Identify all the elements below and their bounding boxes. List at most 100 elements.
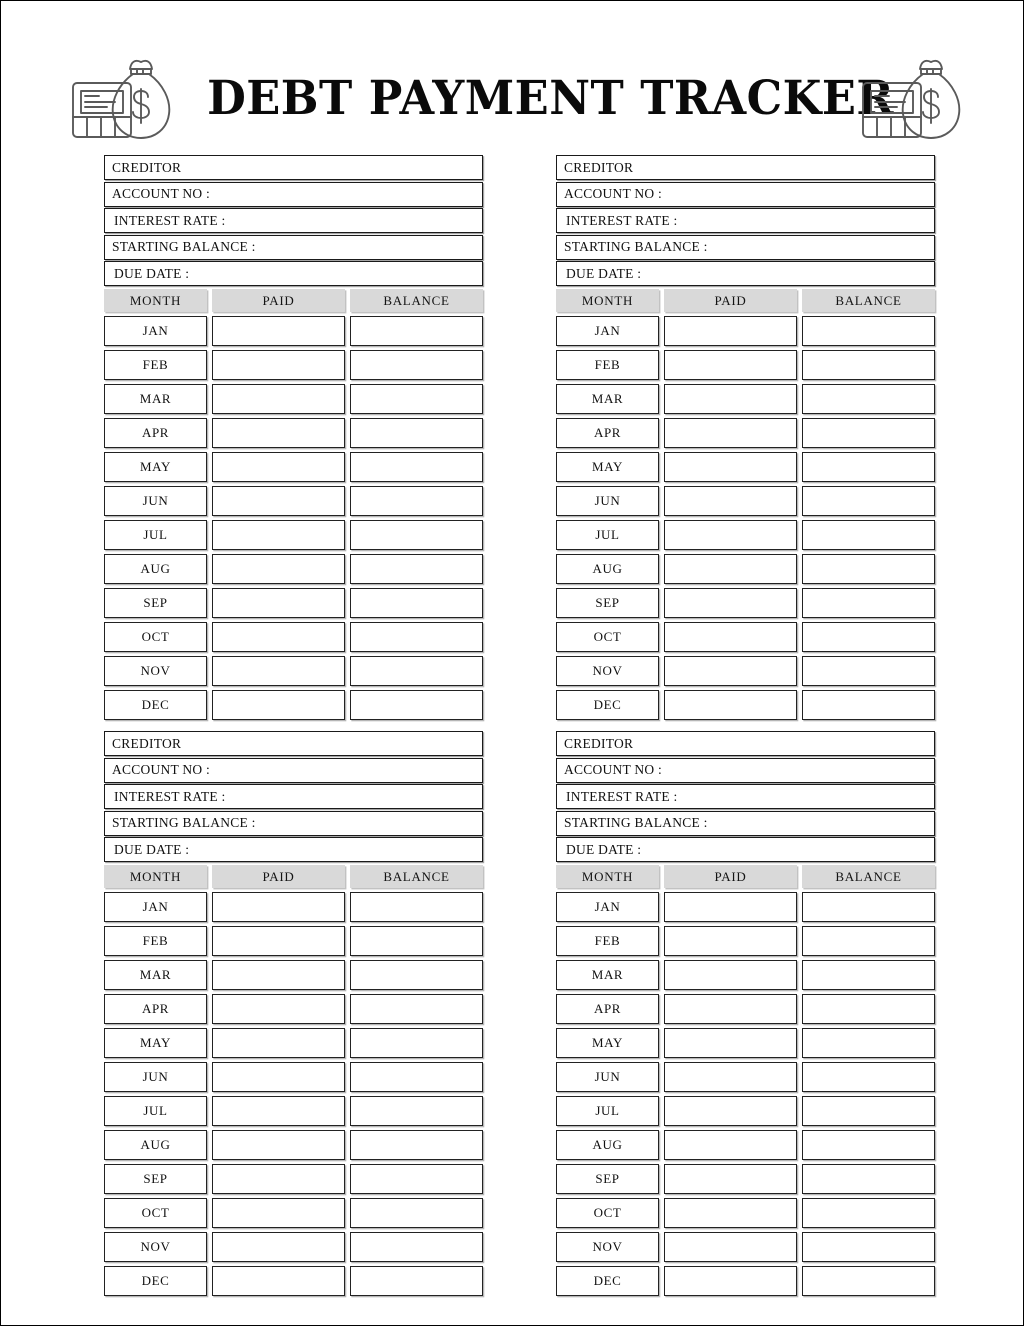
cell-paid-input[interactable]	[664, 1027, 797, 1058]
cell-paid-input[interactable]	[664, 485, 797, 516]
cell-balance-input[interactable]	[350, 553, 483, 584]
cell-paid-input[interactable]	[664, 1129, 797, 1160]
cell-balance-input[interactable]	[802, 1027, 935, 1058]
cell-paid-input[interactable]	[212, 655, 345, 686]
cell-paid-input[interactable]	[664, 621, 797, 652]
cell-balance-input[interactable]	[802, 1095, 935, 1126]
cell-balance-input[interactable]	[802, 417, 935, 448]
cell-balance-input[interactable]	[350, 1265, 483, 1296]
cell-paid-input[interactable]	[212, 383, 345, 414]
cell-paid-input[interactable]	[664, 959, 797, 990]
cell-balance-input[interactable]	[350, 519, 483, 550]
info-row-interest-rate[interactable]: INTEREST RATE :	[556, 784, 935, 809]
info-row-account-no[interactable]: ACCOUNT NO :	[556, 757, 935, 783]
cell-balance-input[interactable]	[350, 587, 483, 618]
cell-paid-input[interactable]	[664, 587, 797, 618]
cell-balance-input[interactable]	[802, 553, 935, 584]
cell-balance-input[interactable]	[802, 485, 935, 516]
cell-balance-input[interactable]	[350, 1095, 483, 1126]
cell-balance-input[interactable]	[350, 655, 483, 686]
cell-paid-input[interactable]	[212, 1027, 345, 1058]
cell-balance-input[interactable]	[802, 959, 935, 990]
cell-paid-input[interactable]	[212, 485, 345, 516]
cell-paid-input[interactable]	[212, 417, 345, 448]
cell-balance-input[interactable]	[350, 891, 483, 922]
cell-balance-input[interactable]	[802, 1231, 935, 1262]
cell-balance-input[interactable]	[350, 959, 483, 990]
cell-balance-input[interactable]	[350, 1197, 483, 1228]
cell-balance-input[interactable]	[802, 1163, 935, 1194]
info-row-starting-balance[interactable]: STARTING BALANCE :	[556, 810, 935, 836]
cell-paid-input[interactable]	[664, 1231, 797, 1262]
cell-paid-input[interactable]	[212, 1163, 345, 1194]
cell-balance-input[interactable]	[802, 1197, 935, 1228]
cell-paid-input[interactable]	[664, 519, 797, 550]
info-row-starting-balance[interactable]: STARTING BALANCE :	[104, 234, 483, 260]
cell-balance-input[interactable]	[802, 621, 935, 652]
cell-balance-input[interactable]	[802, 587, 935, 618]
info-row-starting-balance[interactable]: STARTING BALANCE :	[556, 234, 935, 260]
cell-balance-input[interactable]	[802, 383, 935, 414]
cell-paid-input[interactable]	[212, 587, 345, 618]
cell-balance-input[interactable]	[802, 655, 935, 686]
cell-paid-input[interactable]	[212, 1129, 345, 1160]
cell-paid-input[interactable]	[664, 315, 797, 346]
cell-paid-input[interactable]	[212, 1061, 345, 1092]
cell-balance-input[interactable]	[802, 519, 935, 550]
info-row-interest-rate[interactable]: INTEREST RATE :	[104, 784, 483, 809]
cell-balance-input[interactable]	[350, 621, 483, 652]
cell-paid-input[interactable]	[664, 1163, 797, 1194]
cell-balance-input[interactable]	[802, 349, 935, 380]
cell-balance-input[interactable]	[350, 1163, 483, 1194]
cell-balance-input[interactable]	[802, 1061, 935, 1092]
info-row-creditor[interactable]: CREDITOR	[556, 155, 935, 180]
cell-paid-input[interactable]	[212, 349, 345, 380]
info-row-creditor[interactable]: CREDITOR	[104, 155, 483, 180]
cell-balance-input[interactable]	[350, 485, 483, 516]
info-row-due-date[interactable]: DUE DATE :	[104, 261, 483, 286]
cell-paid-input[interactable]	[212, 553, 345, 584]
cell-paid-input[interactable]	[664, 1197, 797, 1228]
cell-paid-input[interactable]	[664, 383, 797, 414]
cell-balance-input[interactable]	[350, 315, 483, 346]
cell-paid-input[interactable]	[212, 519, 345, 550]
cell-paid-input[interactable]	[664, 655, 797, 686]
cell-paid-input[interactable]	[212, 1265, 345, 1296]
cell-paid-input[interactable]	[212, 925, 345, 956]
info-row-account-no[interactable]: ACCOUNT NO :	[556, 181, 935, 207]
info-row-interest-rate[interactable]: INTEREST RATE :	[104, 208, 483, 233]
cell-paid-input[interactable]	[664, 891, 797, 922]
cell-paid-input[interactable]	[212, 451, 345, 482]
cell-paid-input[interactable]	[664, 451, 797, 482]
cell-balance-input[interactable]	[350, 1061, 483, 1092]
cell-balance-input[interactable]	[350, 417, 483, 448]
cell-paid-input[interactable]	[664, 993, 797, 1024]
cell-paid-input[interactable]	[664, 1265, 797, 1296]
cell-balance-input[interactable]	[802, 451, 935, 482]
info-row-creditor[interactable]: CREDITOR	[104, 731, 483, 756]
cell-balance-input[interactable]	[350, 925, 483, 956]
cell-paid-input[interactable]	[212, 959, 345, 990]
cell-paid-input[interactable]	[212, 621, 345, 652]
cell-balance-input[interactable]	[802, 993, 935, 1024]
cell-balance-input[interactable]	[350, 993, 483, 1024]
cell-balance-input[interactable]	[350, 383, 483, 414]
info-row-interest-rate[interactable]: INTEREST RATE :	[556, 208, 935, 233]
cell-paid-input[interactable]	[212, 1231, 345, 1262]
cell-paid-input[interactable]	[212, 315, 345, 346]
cell-balance-input[interactable]	[350, 1129, 483, 1160]
cell-balance-input[interactable]	[350, 451, 483, 482]
cell-balance-input[interactable]	[802, 1265, 935, 1296]
cell-paid-input[interactable]	[212, 891, 345, 922]
cell-balance-input[interactable]	[802, 315, 935, 346]
info-row-account-no[interactable]: ACCOUNT NO :	[104, 181, 483, 207]
cell-balance-input[interactable]	[802, 891, 935, 922]
cell-paid-input[interactable]	[664, 553, 797, 584]
cell-paid-input[interactable]	[212, 1095, 345, 1126]
info-row-due-date[interactable]: DUE DATE :	[556, 261, 935, 286]
cell-paid-input[interactable]	[664, 1095, 797, 1126]
cell-paid-input[interactable]	[212, 689, 345, 720]
cell-paid-input[interactable]	[664, 925, 797, 956]
cell-paid-input[interactable]	[212, 1197, 345, 1228]
cell-balance-input[interactable]	[350, 349, 483, 380]
